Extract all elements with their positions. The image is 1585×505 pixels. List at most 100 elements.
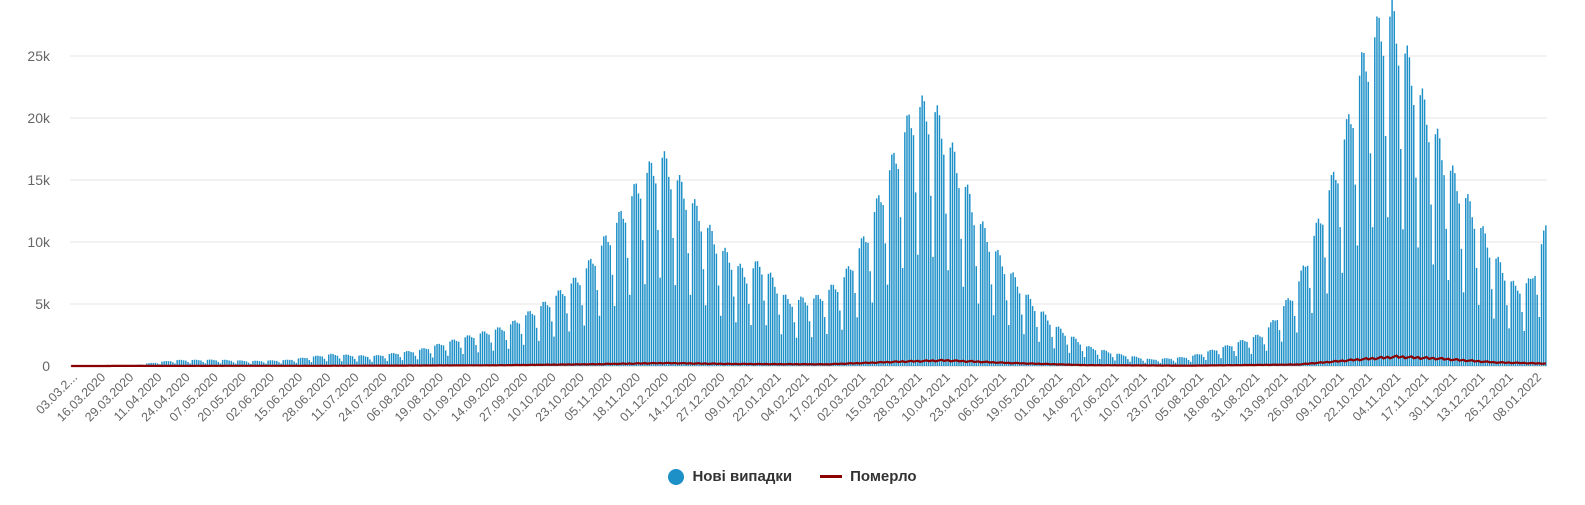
bar: [258, 361, 261, 366]
bar: [1172, 360, 1175, 366]
legend-item-new-cases[interactable]: Нові випадки: [668, 468, 792, 485]
bar: [878, 195, 880, 366]
bar: [1365, 71, 1367, 366]
legend-label-new-cases: Нові випадки: [692, 468, 793, 485]
bar: [655, 183, 657, 366]
bar: [616, 222, 618, 366]
bar: [1228, 346, 1231, 366]
bar: [646, 172, 648, 366]
bar: [1148, 358, 1151, 366]
bar: [295, 362, 297, 366]
bar: [590, 258, 592, 366]
bar: [444, 350, 447, 366]
bar: [1536, 294, 1538, 366]
bar: [1224, 345, 1227, 366]
bar: [557, 290, 560, 366]
bar: [321, 356, 323, 366]
bar: [1326, 293, 1328, 366]
bar: [577, 282, 579, 366]
bar: [1501, 273, 1504, 366]
bar: [1402, 229, 1404, 366]
bar: [670, 189, 672, 366]
bar: [453, 339, 456, 366]
legend-item-deaths[interactable]: Померло: [820, 468, 917, 485]
bar: [618, 211, 620, 366]
bar: [1207, 351, 1209, 366]
bar: [200, 360, 202, 366]
bar: [410, 351, 412, 366]
bar: [468, 335, 471, 366]
bar: [901, 268, 904, 366]
bar: [256, 360, 259, 366]
bar: [551, 321, 553, 366]
bar: [973, 225, 975, 366]
bar: [1538, 316, 1541, 366]
bar: [943, 154, 945, 366]
bar: [1519, 293, 1521, 366]
bar: [1508, 328, 1510, 366]
bar: [366, 356, 369, 366]
bar: [1484, 233, 1486, 366]
bar: [161, 361, 163, 366]
bar: [388, 354, 391, 366]
bar: [810, 337, 813, 366]
bar: [1198, 354, 1201, 366]
bar: [522, 344, 525, 366]
bar: [1066, 344, 1068, 366]
bar: [243, 361, 246, 366]
bar: [1475, 267, 1478, 366]
bar: [260, 361, 263, 366]
bar: [849, 269, 852, 366]
bar: [306, 358, 308, 366]
bar: [221, 359, 224, 366]
bar: [505, 339, 508, 366]
bar: [1471, 217, 1473, 366]
bar: [605, 235, 607, 366]
bar: [449, 341, 451, 366]
bar: [278, 362, 280, 366]
bar: [683, 198, 685, 366]
bar: [566, 313, 568, 366]
bar: [499, 327, 501, 366]
bar: [906, 115, 908, 367]
bar: [1488, 257, 1491, 366]
legend-line-icon: [820, 475, 843, 478]
bar: [1382, 55, 1385, 366]
bar: [507, 348, 510, 366]
bar: [1246, 341, 1248, 366]
bar: [1261, 337, 1263, 366]
bar: [908, 114, 910, 366]
bar: [169, 361, 172, 366]
bar: [215, 360, 217, 366]
bar: [936, 105, 939, 366]
bar: [1465, 198, 1467, 366]
bar: [527, 311, 529, 366]
bar: [553, 336, 555, 366]
bar: [1185, 357, 1188, 366]
bar: [737, 266, 739, 366]
bar: [1244, 341, 1246, 366]
bar: [1014, 277, 1017, 366]
bar: [176, 360, 178, 366]
bar: [152, 362, 155, 366]
bar: [1109, 353, 1112, 366]
bar: [676, 180, 679, 366]
bar: [626, 257, 629, 366]
bar: [979, 224, 982, 366]
bar: [652, 175, 655, 366]
bar: [291, 359, 293, 366]
bar: [1322, 224, 1324, 366]
bar: [1090, 346, 1092, 366]
bar: [1302, 265, 1305, 366]
bar: [464, 337, 466, 366]
bar: [1473, 228, 1476, 366]
bar: [202, 361, 204, 366]
bar: [1296, 332, 1298, 366]
bar: [1060, 328, 1062, 366]
bar: [717, 285, 720, 366]
bar: [826, 333, 828, 366]
bar: [1088, 346, 1090, 366]
bar: [795, 337, 798, 366]
bar: [1274, 320, 1276, 366]
bar: [501, 329, 503, 366]
